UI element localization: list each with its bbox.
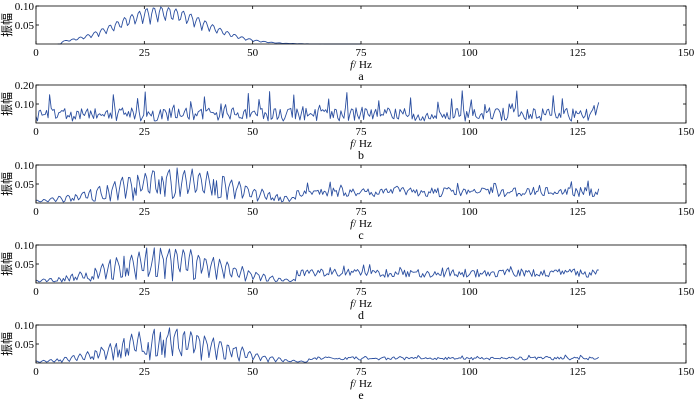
panel-e-ytick-label: 0.10 bbox=[15, 320, 35, 332]
panel-d-xtick-label: 150 bbox=[678, 286, 695, 298]
panel-b-xtick-label: 150 bbox=[678, 126, 695, 138]
panel-c-series-line bbox=[35, 167, 600, 203]
panel-e-xlabel: f/ Hz bbox=[350, 378, 372, 390]
panel-a-ylabel: 振幅 bbox=[0, 13, 14, 37]
panel-d-xtick-label: 0 bbox=[33, 286, 39, 298]
panel-d-ytick-label: 0.10 bbox=[15, 240, 35, 252]
panel-b-frame bbox=[35, 84, 687, 124]
panel-e-xtick-label: 0 bbox=[33, 366, 39, 378]
panel-d-xtick-label: 75 bbox=[356, 286, 368, 298]
panel-b-xlabel-unit: / Hz bbox=[353, 138, 372, 150]
panel-d-xtick-label: 100 bbox=[461, 286, 478, 298]
panel-b-xlabel-var: f bbox=[350, 138, 355, 150]
panel-a-xtick-label: 25 bbox=[139, 47, 151, 59]
panel-e-xtick-label: 50 bbox=[247, 366, 259, 378]
panel-e-ylabel: 振幅 bbox=[0, 332, 14, 356]
panel-d-xtick-label: 125 bbox=[569, 286, 586, 298]
panel-b-ytick-label: 0.20 bbox=[15, 80, 35, 92]
panel-c-xtick-label: 0 bbox=[33, 206, 39, 218]
panel-e-xtick-label: 75 bbox=[356, 366, 368, 378]
panel-c-ytick-label: 0.05 bbox=[15, 179, 35, 191]
panel-e-xlabel-var: f bbox=[350, 378, 355, 390]
panel-c-xtick-label: 25 bbox=[139, 206, 151, 218]
panel-e-ytick-label: 0.05 bbox=[15, 339, 35, 351]
panel-a-letter: a bbox=[358, 69, 364, 83]
panel-a-xtick-label: 0 bbox=[33, 47, 39, 59]
panel-a-series-line bbox=[57, 6, 361, 45]
panel-b-xtick-label: 25 bbox=[139, 126, 151, 138]
panel-d-series-line bbox=[35, 247, 599, 283]
panel-c-xlabel: f/ Hz bbox=[350, 218, 372, 230]
panel-d-xtick-label: 50 bbox=[247, 286, 259, 298]
panel-b-xtick-label: 125 bbox=[569, 126, 586, 138]
panel-b-xlabel: f/ Hz bbox=[350, 138, 372, 150]
panel-d-xtick-label: 25 bbox=[139, 286, 151, 298]
panel-c-xtick-label: 150 bbox=[678, 206, 695, 218]
panel-a-xtick-label: 100 bbox=[461, 47, 478, 59]
panel-b-letter: b bbox=[358, 148, 364, 162]
panel-d-xlabel-var: f bbox=[350, 298, 355, 310]
panel-d-ytick-label: 0.05 bbox=[15, 259, 35, 271]
panel-b-ytick-label: 0.10 bbox=[15, 99, 35, 111]
panel-c-ylabel: 振幅 bbox=[0, 172, 14, 196]
panel-b-ylabel: 振幅 bbox=[0, 92, 14, 116]
panel-e-series-line bbox=[35, 327, 599, 363]
panel-e-xtick-label: 125 bbox=[569, 366, 586, 378]
panel-d-ylabel: 振幅 bbox=[0, 252, 14, 276]
panel-b-xtick-label: 75 bbox=[356, 126, 368, 138]
panel-c-xtick-label: 75 bbox=[356, 206, 368, 218]
panel-b-xtick-label: 50 bbox=[247, 126, 259, 138]
panel-c-xtick-label: 100 bbox=[461, 206, 478, 218]
panel-d-letter: d bbox=[358, 308, 364, 322]
panel-b-xtick-label: 100 bbox=[461, 126, 478, 138]
panel-d-xlabel: f/ Hz bbox=[350, 298, 372, 310]
panel-b-series-line bbox=[35, 90, 600, 122]
panel-b-xtick-label: 0 bbox=[33, 126, 39, 138]
panel-a-xlabel-var: f bbox=[350, 59, 355, 71]
panel-e-xtick-label: 150 bbox=[678, 366, 695, 378]
panel-d-xlabel-unit: / Hz bbox=[353, 298, 372, 310]
panel-a-xtick-label: 75 bbox=[356, 47, 368, 59]
panel-a-ytick-label: 0.05 bbox=[15, 20, 35, 32]
panel-a-frame bbox=[35, 5, 687, 45]
panel-c-xlabel-var: f bbox=[350, 218, 355, 230]
panel-a-ytick-label: 0.10 bbox=[15, 1, 35, 13]
panel-e-letter: e bbox=[358, 388, 363, 402]
panel-a-xtick-label: 50 bbox=[247, 47, 259, 59]
panel-c-ytick-label: 0.10 bbox=[15, 160, 35, 172]
panel-a-xlabel: f/ Hz bbox=[350, 59, 372, 71]
panel-a-xtick-label: 125 bbox=[569, 47, 586, 59]
panel-e-xtick-label: 100 bbox=[461, 366, 478, 378]
panel-c-xtick-label: 50 bbox=[247, 206, 259, 218]
panel-c-letter: c bbox=[358, 228, 363, 242]
panel-a-xlabel-unit: / Hz bbox=[353, 59, 372, 71]
panel-a-xtick-label: 150 bbox=[678, 47, 695, 59]
panel-e-xlabel-unit: / Hz bbox=[353, 378, 372, 390]
panel-c-xtick-label: 125 bbox=[569, 206, 586, 218]
panel-e-xtick-label: 25 bbox=[139, 366, 151, 378]
panel-c-xlabel-unit: / Hz bbox=[353, 218, 372, 230]
